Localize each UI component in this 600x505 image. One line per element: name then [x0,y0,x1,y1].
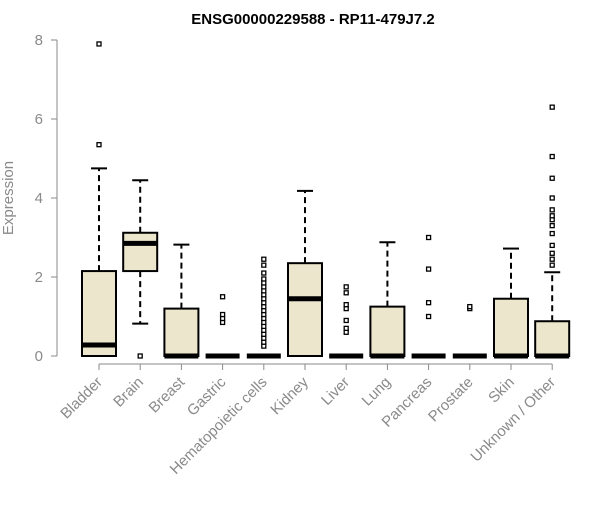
outlier-point [96,142,102,148]
outlier-point [343,301,349,308]
box [81,270,117,358]
chart-title: ENSG00000229588 - RP11-479J7.2 [191,11,435,28]
outlier-point [549,262,555,268]
x-tick-label: Kidney [267,373,312,418]
outlier-point [261,270,267,276]
x-tick-label: Breast [146,373,189,416]
outlier-point [425,266,432,272]
box [534,320,571,357]
outlier-point [261,256,267,262]
outlier-point [549,175,555,181]
box [493,297,529,358]
outlier-point [549,222,555,229]
x-tick-label: Liver [318,374,353,409]
outlier-point [343,290,349,296]
y-tick-label: 6 [35,111,43,128]
y-tick-label: 0 [35,348,43,365]
box-group [329,284,364,359]
outlier-point [549,242,555,249]
box-group [534,104,571,359]
outlier-point [343,284,349,290]
outlier-point [96,41,102,47]
box-group [287,189,323,357]
y-axis-title: Expression [0,161,17,235]
x-tick-label: Bladder [57,374,106,423]
outlier-point [549,230,555,237]
box-group [246,256,281,359]
box-group [81,41,117,358]
outlier-point [425,313,432,320]
box-group [205,294,240,359]
x-tick-label: Skin [485,374,518,407]
outlier-point [137,353,143,359]
outlier-point [549,153,555,160]
outlier-point [549,213,555,219]
box-group [411,234,446,359]
outlier-point [219,311,226,318]
outlier-point [261,262,267,268]
box-group [452,303,487,359]
y-tick-label: 8 [35,32,43,49]
box [287,262,323,357]
outlier-point [343,325,349,332]
y-tick-label: 2 [35,269,43,286]
outlier-point [425,300,432,306]
outlier-point [549,256,555,262]
box-series [81,41,571,359]
outlier-point [549,104,555,110]
outlier-point [261,276,267,282]
outlier-point [549,207,555,213]
box-group [369,241,406,359]
outlier-point [549,195,555,201]
box [369,305,406,357]
outlier-point [467,303,473,310]
box-group [163,243,200,359]
x-tick-label: Prostate [425,374,477,426]
outlier-point [549,250,555,256]
box-group [493,247,529,359]
outlier-point [343,317,349,324]
box [163,307,200,358]
y-axis: 0 2 4 6 8 [35,32,58,365]
outlier-point [425,234,432,241]
outlier-point [219,294,226,300]
x-tick-label: Lung [359,374,395,410]
box-group [122,179,159,359]
x-tick-label: Brain [110,374,147,411]
y-tick-label: 4 [35,190,43,207]
box [122,231,159,273]
